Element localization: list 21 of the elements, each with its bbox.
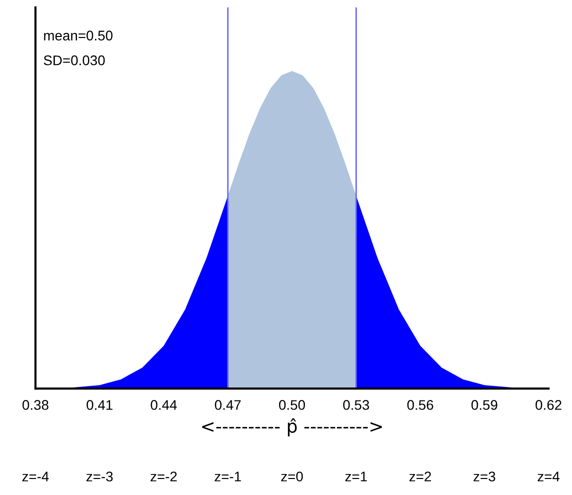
x-tick-label: 0.59 bbox=[471, 400, 498, 410]
x2-tick-label: z=2 bbox=[409, 472, 431, 482]
text: mean=0.50 bbox=[44, 30, 112, 40]
x2-tick-label: z=-2 bbox=[150, 472, 177, 482]
x-tick-label: 0.44 bbox=[150, 400, 177, 410]
x2-tick-label: z=-1 bbox=[214, 472, 241, 482]
x-tick-label: 0.50 bbox=[279, 400, 305, 410]
x2-tick-label: z=4 bbox=[538, 472, 560, 482]
x2-tick-label: z=-3 bbox=[86, 472, 113, 482]
x-tick-label: 0.62 bbox=[536, 400, 562, 410]
x-axis-title: <---------- p̂ ----------> bbox=[202, 418, 382, 436]
x-tick-label: 0.56 bbox=[407, 400, 434, 410]
x-tick-label: 0.53 bbox=[343, 400, 370, 410]
x2-tick-label: z=-4 bbox=[22, 472, 49, 482]
x2-tick-label: z=1 bbox=[345, 472, 367, 482]
x2-tick-label: z=3 bbox=[474, 472, 496, 482]
x-tick-label: 0.38 bbox=[22, 400, 48, 410]
x-tick-label: 0.47 bbox=[214, 400, 241, 410]
x-tick-label: 0.41 bbox=[86, 400, 112, 410]
text: SD=0.030 bbox=[44, 55, 105, 66]
x2-tick-label: z=0 bbox=[281, 472, 303, 482]
